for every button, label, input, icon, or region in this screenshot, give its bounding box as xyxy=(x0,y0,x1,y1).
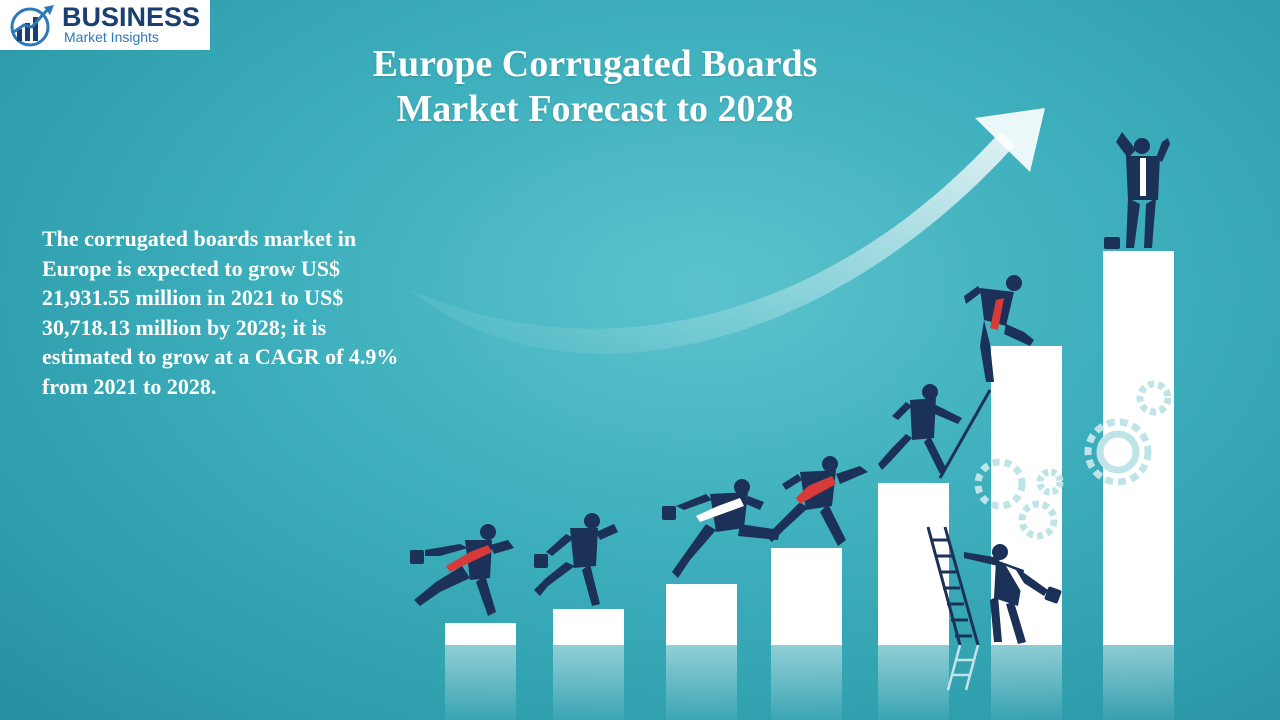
bar-reflections xyxy=(445,645,1174,720)
logo-brand-name: BUSINESS xyxy=(62,2,201,32)
businessman-runner-3-icon xyxy=(766,456,868,546)
gear-icon xyxy=(974,380,1172,540)
ladder-reflection xyxy=(946,644,980,691)
step-bar-1 xyxy=(445,623,516,645)
growth-chart-logo-icon xyxy=(10,5,54,47)
step-bar-4 xyxy=(771,548,842,645)
bar-chart-steps xyxy=(445,251,1174,645)
businessman-pushing-icon xyxy=(964,544,1062,644)
logo-tagline: Market Insights xyxy=(64,29,159,45)
businesswoman-runner-icon xyxy=(534,513,618,606)
step-bar-2 xyxy=(553,609,624,645)
businessman-on-top-icon xyxy=(1104,132,1170,249)
page-title: Europe Corrugated Boards Market Forecast… xyxy=(300,42,890,132)
step-bar-3 xyxy=(666,584,737,645)
company-logo[interactable]: BUSINESS Market Insights xyxy=(0,0,210,50)
businesswoman-climbing-icon xyxy=(878,384,992,479)
businessman-runner-2-icon xyxy=(662,479,780,578)
market-description: The corrugated boards market in Europe i… xyxy=(42,226,399,399)
title-line-1: Europe Corrugated Boards xyxy=(372,43,818,85)
businessman-runner-1-icon xyxy=(410,524,514,616)
growth-arrow-icon xyxy=(410,108,1045,354)
businessman-climbing-icon xyxy=(964,275,1034,382)
title-line-2: Market Forecast to 2028 xyxy=(396,88,794,130)
ladder-icon xyxy=(926,526,980,646)
